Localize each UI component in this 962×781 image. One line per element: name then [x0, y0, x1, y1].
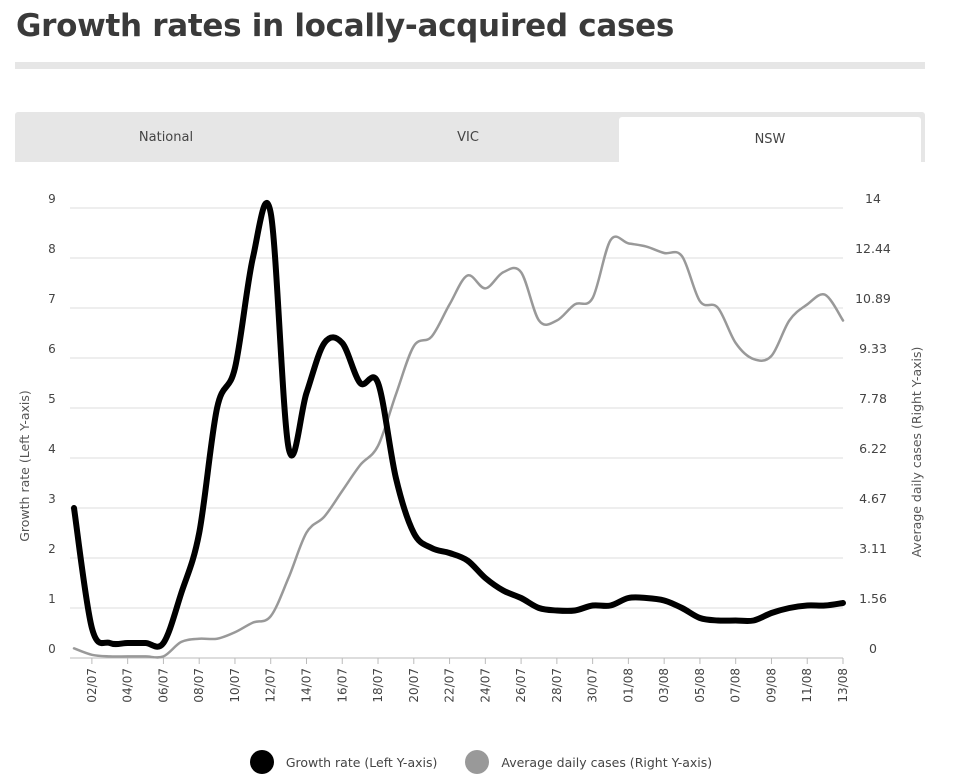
x-tick-label: 30/07 — [586, 668, 600, 703]
x-tick-label: 12/07 — [264, 668, 278, 703]
x-tick-label: 04/07 — [121, 668, 135, 703]
x-tick-label: 07/08 — [729, 668, 743, 703]
x-tick-label: 16/07 — [335, 668, 349, 703]
left-tick-label: 0 — [48, 642, 56, 656]
x-axis-ticks: 02/07 04/07 06/07 08/07 10/07 12/07 14/07 16/07… — [85, 658, 850, 703]
right-tick-label: 4.67 — [859, 491, 887, 506]
legend-label-growth-rate: Growth rate (Left Y-axis) — [285, 754, 438, 770]
x-tick-label: 14/07 — [299, 668, 313, 703]
left-tick-label: 6 — [48, 342, 56, 356]
left-tick-label: 8 — [48, 242, 56, 256]
legend-swatch-growth-rate — [249, 750, 274, 774]
right-y-axis-title: Average daily cases (Right Y-axis) — [909, 347, 924, 558]
x-tick-label: 24/07 — [478, 668, 492, 703]
x-tick-label: 10/07 — [228, 668, 242, 703]
series-lines — [71, 200, 846, 659]
x-tick-label: 08/07 — [192, 668, 206, 703]
right-tick-label: 12.44 — [855, 241, 891, 256]
right-tick-label: 3.11 — [859, 541, 887, 556]
title-divider — [15, 62, 925, 69]
right-tick-label: 14 — [865, 191, 881, 206]
average-daily-cases-line — [72, 235, 845, 659]
x-tick-label: 22/07 — [443, 668, 457, 703]
right-tick-label: 0 — [869, 641, 877, 656]
legend-label-average-daily-cases: Average daily cases (Right Y-axis) — [501, 754, 713, 770]
tab-national[interactable]: National — [138, 129, 194, 145]
right-tick-label: 10.89 — [855, 291, 891, 306]
left-y-axis-ticks: 0 1 2 3 4 5 6 7 8 9 — [48, 192, 56, 656]
left-tick-label: 1 — [48, 592, 56, 606]
x-tick-label: 11/08 — [800, 668, 814, 703]
x-tick-label: 20/07 — [407, 668, 421, 703]
x-tick-label: 05/08 — [693, 668, 707, 703]
left-y-axis-title: Growth rate (Left Y-axis) — [17, 390, 32, 542]
region-tabs: National VIC NSW — [15, 112, 925, 162]
x-tick-label: 02/07 — [85, 668, 99, 703]
right-tick-label: 7.78 — [859, 391, 887, 406]
legend-item-growth-rate[interactable]: Growth rate (Left Y-axis) — [249, 750, 438, 774]
right-tick-label: 6.22 — [859, 441, 887, 456]
x-tick-label: 26/07 — [514, 668, 528, 703]
x-tick-label: 03/08 — [657, 668, 671, 703]
left-tick-label: 3 — [48, 492, 56, 506]
right-tick-label: 9.33 — [859, 341, 887, 356]
chart-title: Growth rates in locally-acquired cases — [16, 8, 674, 44]
chart-legend: Growth rate (Left Y-axis) Average daily … — [0, 750, 962, 774]
tab-vic[interactable]: VIC — [457, 129, 479, 145]
left-tick-label: 7 — [48, 292, 56, 306]
gridlines — [70, 207, 843, 659]
legend-swatch-average-daily-cases — [465, 750, 490, 774]
left-tick-label: 5 — [48, 392, 56, 406]
x-tick-label: 06/07 — [156, 668, 170, 703]
growth-rate-line — [71, 200, 846, 650]
legend-item-average-daily-cases[interactable]: Average daily cases (Right Y-axis) — [465, 750, 712, 774]
left-tick-label: 9 — [48, 192, 56, 206]
x-tick-label: 13/08 — [836, 668, 850, 703]
left-tick-label: 2 — [48, 542, 56, 556]
x-tick-label: 01/08 — [621, 668, 635, 703]
x-tick-label: 09/08 — [764, 668, 778, 703]
x-tick-label: 18/07 — [371, 668, 385, 703]
left-tick-label: 4 — [48, 442, 56, 456]
line-chart: 0 1 2 3 4 5 6 7 8 9 0 1.56 3.11 4.67 6.22 7.78 9.33 10.8… — [17, 191, 924, 703]
tab-nsw[interactable]: NSW — [619, 117, 921, 162]
right-tick-label: 1.56 — [859, 591, 887, 606]
x-tick-label: 28/07 — [550, 668, 564, 703]
right-y-axis-ticks: 0 1.56 3.11 4.67 6.22 7.78 9.33 10.89 12.44 14 — [855, 191, 891, 656]
